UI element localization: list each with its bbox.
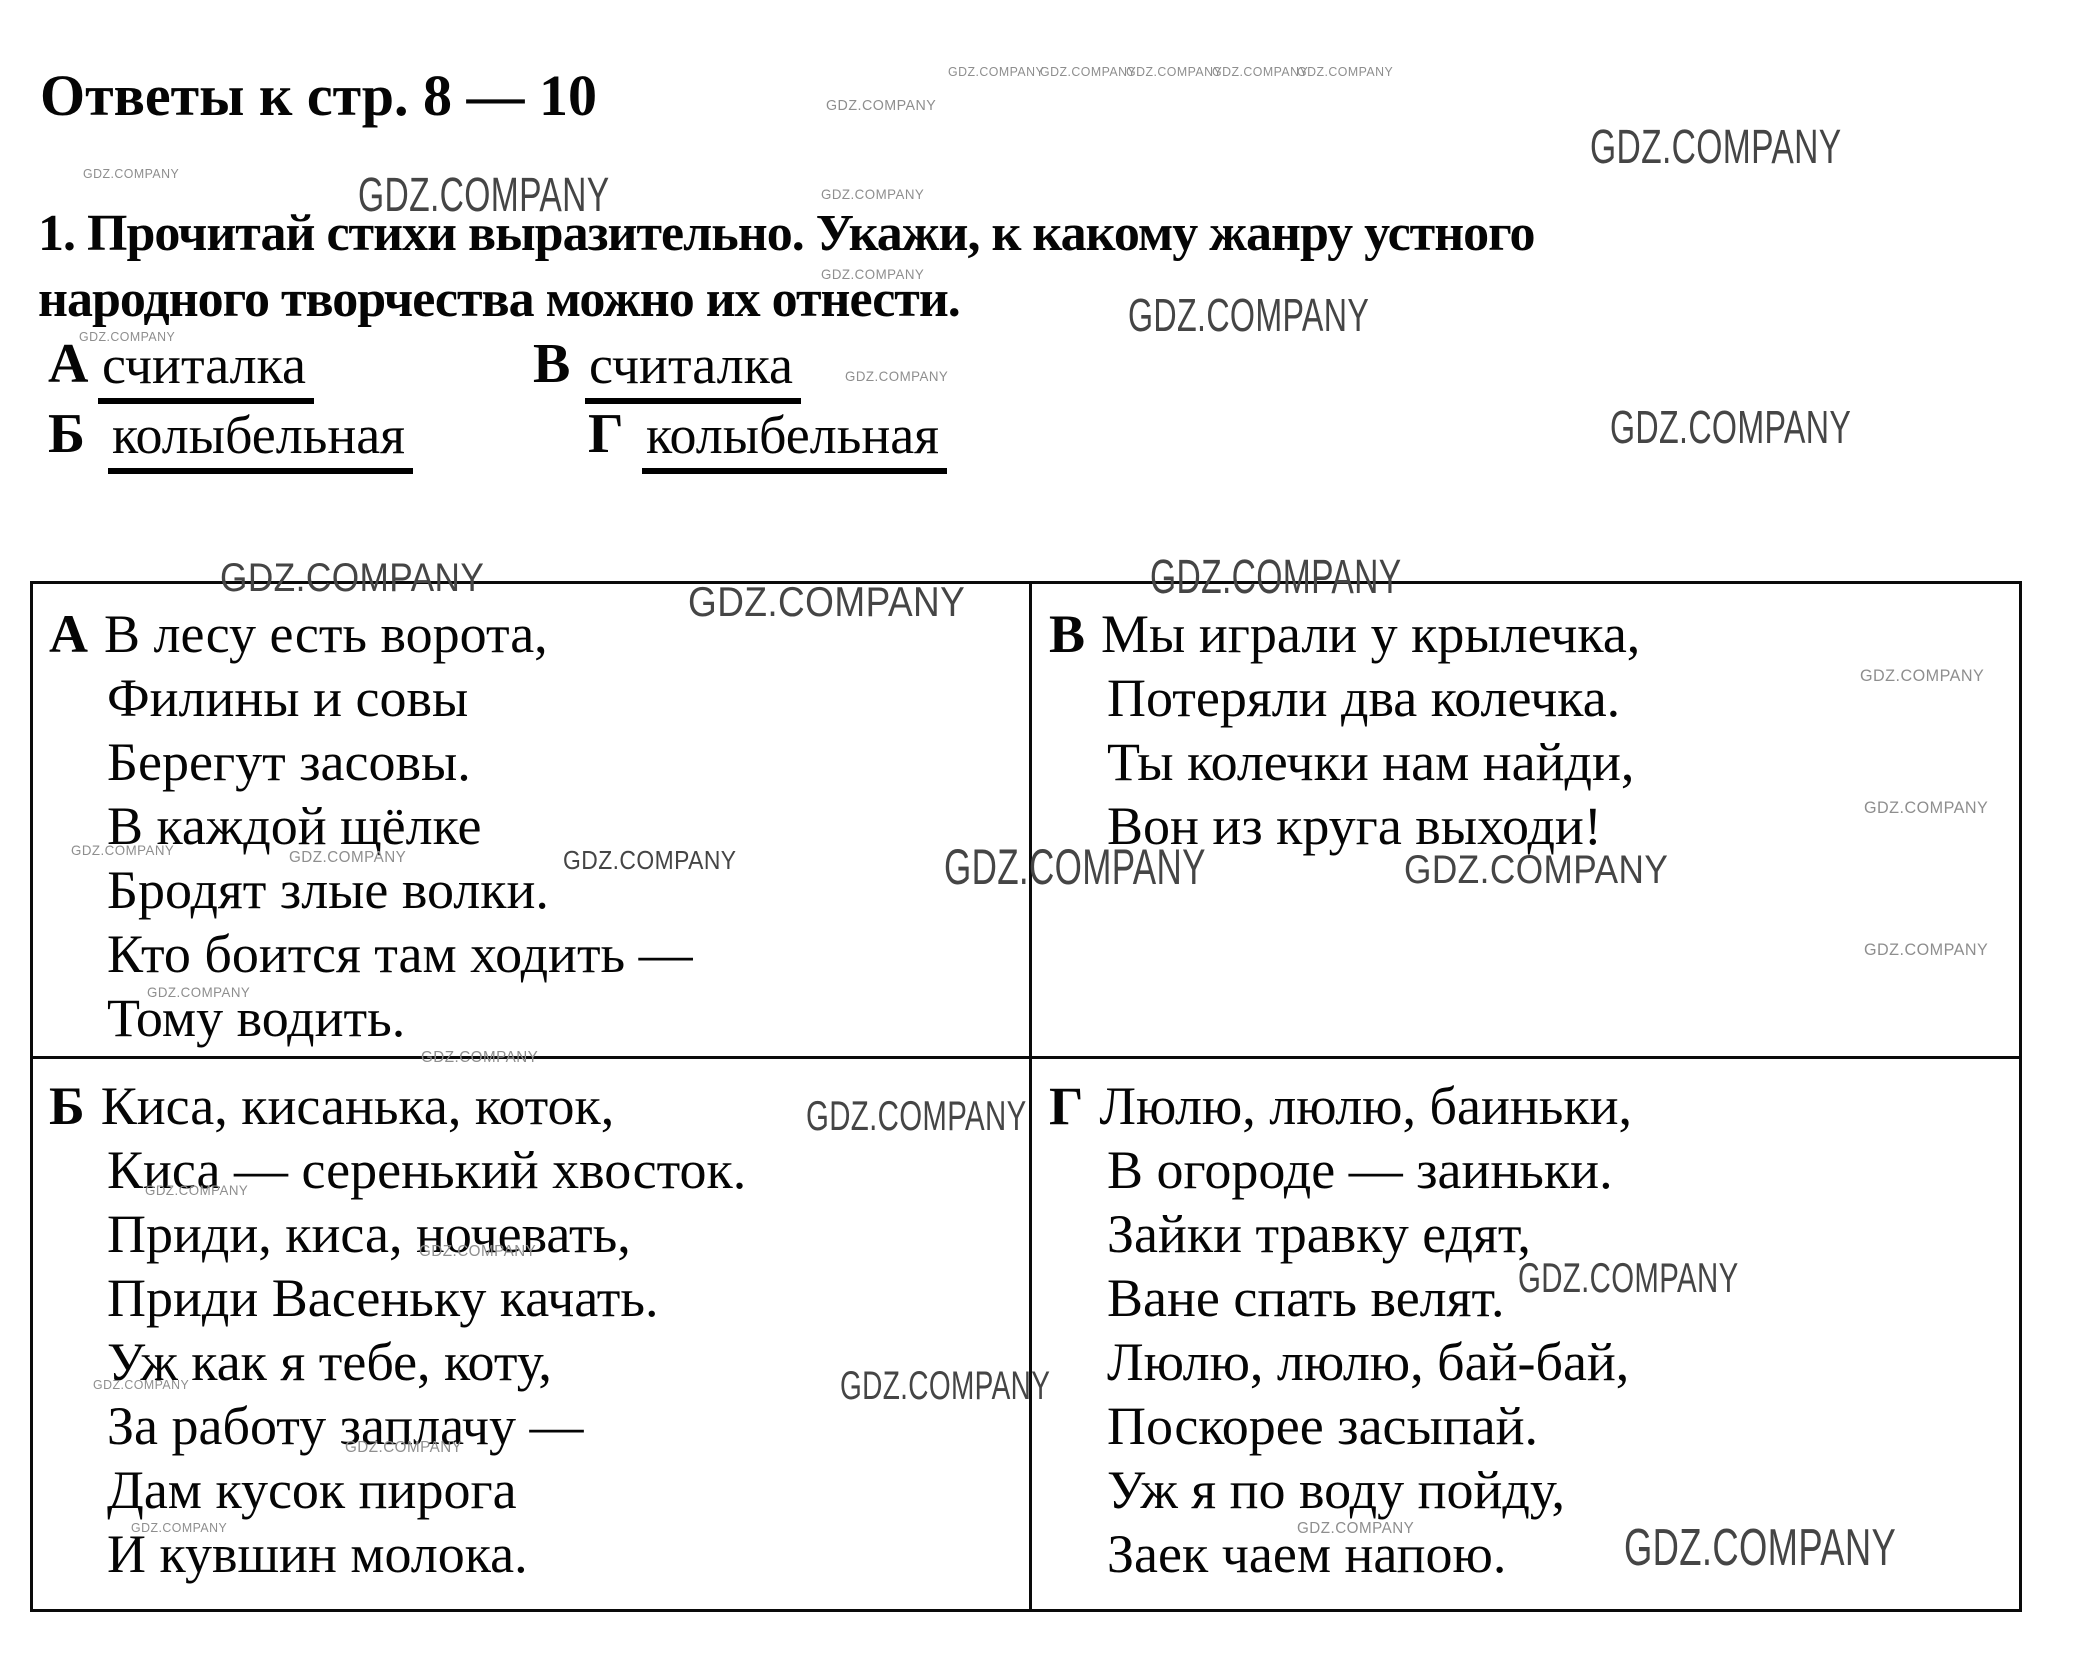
watermark: GDZ.COMPANY bbox=[289, 849, 407, 866]
poem-cell-a: А В лесу есть ворота, Филины и совы Берег… bbox=[49, 602, 693, 1050]
watermark: GDZ.COMPANY bbox=[220, 556, 485, 600]
poem-line: Приди Васеньку качать. bbox=[107, 1268, 659, 1328]
poem-line: Кто боится там ходить — bbox=[107, 924, 693, 984]
poem-line: Вон из круга выходи! bbox=[1107, 796, 1602, 856]
watermark: GDZ.COMPANY bbox=[131, 1520, 228, 1535]
answer-letter-a: А bbox=[48, 333, 89, 395]
poem-line: Зайки травку едят, bbox=[1107, 1204, 1531, 1264]
page-title: Ответы к стр. 8 — 10 bbox=[40, 63, 598, 128]
poem-line: Уж как я тебе, коту, bbox=[107, 1332, 552, 1392]
watermark: GDZ.COMPANY bbox=[83, 166, 180, 181]
watermark: GDZ.COMPANY bbox=[1404, 848, 1669, 892]
poem-line: Ты колечки нам найди, bbox=[1107, 732, 1635, 792]
poem-line: Дам кусок пирога bbox=[107, 1460, 517, 1520]
poem-line: В огороде — заиньки. bbox=[1107, 1140, 1613, 1200]
poem-line: Приди, киса, ночевать, bbox=[107, 1204, 631, 1264]
answer-value-g: колыбельная bbox=[642, 404, 948, 474]
watermark: GDZ.COMPANY bbox=[821, 186, 925, 202]
poem-line-text: Люлю, люлю, баиньки, bbox=[1099, 1076, 1633, 1136]
watermark: GDZ.COMPANY bbox=[1212, 64, 1309, 79]
watermark: GDZ.COMPANY bbox=[1128, 289, 1370, 341]
poem-line: Уж я по воду пойду, bbox=[1107, 1460, 1565, 1520]
poem-line: Тому водить. bbox=[107, 988, 406, 1048]
watermark: GDZ.COMPANY bbox=[1297, 64, 1394, 79]
poem-cell-b: Б Киса, кисанька, коток, Киса — серенький… bbox=[49, 1074, 746, 1586]
poem-line: Заек чаем напою. bbox=[1107, 1524, 1507, 1584]
poem-letter-a: А bbox=[49, 604, 88, 664]
watermark: GDZ.COMPANY bbox=[1624, 1519, 1897, 1577]
watermark: GDZ.COMPANY bbox=[358, 169, 610, 222]
poem-cell-g: Г Люлю, люлю, баиньки, В огороде — заиньк… bbox=[1049, 1074, 1632, 1586]
watermark: GDZ.COMPANY bbox=[79, 329, 176, 344]
watermark: GDZ.COMPANY bbox=[1040, 64, 1137, 79]
answer-value-a: считалка bbox=[98, 334, 314, 404]
poem-line: Берегут засовы. bbox=[107, 732, 471, 792]
watermark: GDZ.COMPANY bbox=[806, 1092, 1027, 1139]
watermark: GDZ.COMPANY bbox=[948, 64, 1045, 79]
poem-letter-g: Г bbox=[1049, 1076, 1084, 1136]
table-vertical-divider bbox=[1029, 584, 1032, 1609]
watermark: GDZ.COMPANY bbox=[1150, 551, 1402, 604]
poem-line: Бродят злые волки. bbox=[107, 860, 549, 920]
poem-line-text: Киса, кисанька, коток, bbox=[100, 1076, 615, 1136]
poem-line: Ване спать велят. bbox=[1107, 1268, 1505, 1328]
watermark: GDZ.COMPANY bbox=[1126, 64, 1223, 79]
poem-line-text: Мы играли у крылечка, bbox=[1101, 604, 1641, 664]
watermark: GDZ.COMPANY bbox=[345, 1439, 463, 1456]
watermark: GDZ.COMPANY bbox=[71, 842, 175, 858]
watermark: GDZ.COMPANY bbox=[845, 368, 949, 384]
watermark: GDZ.COMPANY bbox=[688, 578, 966, 625]
poem-line: Г Люлю, люлю, баиньки, bbox=[1049, 1074, 1632, 1138]
poem-line: Люлю, люлю, бай-бай, bbox=[1107, 1332, 1630, 1392]
poem-line: А В лесу есть ворота, bbox=[49, 602, 693, 666]
poem-line: Киса — серенький хвосток. bbox=[107, 1140, 747, 1200]
poem-line-text: В лесу есть ворота, bbox=[104, 604, 548, 664]
poem-line: Поскорее засыпай. bbox=[1107, 1396, 1539, 1456]
watermark: GDZ.COMPANY bbox=[1518, 1254, 1739, 1301]
answer-letter-v: В bbox=[533, 333, 571, 395]
watermark: GDZ.COMPANY bbox=[1864, 940, 1989, 959]
watermark: GDZ.COMPANY bbox=[419, 1243, 537, 1260]
poem-line: За работу заплачу — bbox=[107, 1396, 584, 1456]
watermark: GDZ.COMPANY bbox=[826, 97, 937, 114]
poem-cell-v: В Мы играли у крылечка, Потеряли два коле… bbox=[1049, 602, 1640, 858]
poem-line: Филины и совы bbox=[107, 668, 469, 728]
poem-line: В каждой щёлке bbox=[107, 796, 482, 856]
poem-letter-b: Б bbox=[49, 1076, 85, 1136]
watermark: GDZ.COMPANY bbox=[147, 984, 251, 1000]
watermark: GDZ.COMPANY bbox=[563, 845, 737, 875]
watermark: GDZ.COMPANY bbox=[421, 1049, 539, 1066]
poem-line: В Мы играли у крылечка, bbox=[1049, 602, 1640, 666]
answer-value-b: колыбельная bbox=[108, 404, 414, 474]
watermark: GDZ.COMPANY bbox=[840, 1364, 1051, 1408]
table-horizontal-divider bbox=[33, 1056, 2019, 1059]
watermark: GDZ.COMPANY bbox=[1860, 666, 1985, 685]
watermark: GDZ.COMPANY bbox=[1864, 798, 1989, 817]
watermark: GDZ.COMPANY bbox=[1297, 1520, 1415, 1537]
answer-letter-b: Б bbox=[48, 403, 86, 465]
question-line-1: 1. Прочитай стихи выразительно. Укажи, к… bbox=[38, 205, 1535, 262]
question-line-2: народного творчества можно их отнести. bbox=[38, 271, 961, 328]
poem-line: Потеряли два колечка. bbox=[1107, 668, 1621, 728]
watermark: GDZ.COMPANY bbox=[145, 1182, 249, 1198]
watermark: GDZ.COMPANY bbox=[93, 1377, 190, 1392]
watermark: GDZ.COMPANY bbox=[944, 839, 1206, 895]
poems-table: А В лесу есть ворота, Филины и совы Берег… bbox=[30, 581, 2022, 1612]
poem-line: Б Киса, кисанька, коток, bbox=[49, 1074, 746, 1138]
poem-letter-v: В bbox=[1049, 604, 1086, 664]
answer-letter-g: Г bbox=[588, 403, 624, 465]
answer-value-v: считалка bbox=[585, 334, 801, 404]
watermark: GDZ.COMPANY bbox=[1610, 401, 1852, 453]
watermark: GDZ.COMPANY bbox=[1590, 121, 1842, 174]
poem-line: И кувшин молока. bbox=[107, 1524, 528, 1584]
watermark: GDZ.COMPANY bbox=[821, 266, 925, 282]
